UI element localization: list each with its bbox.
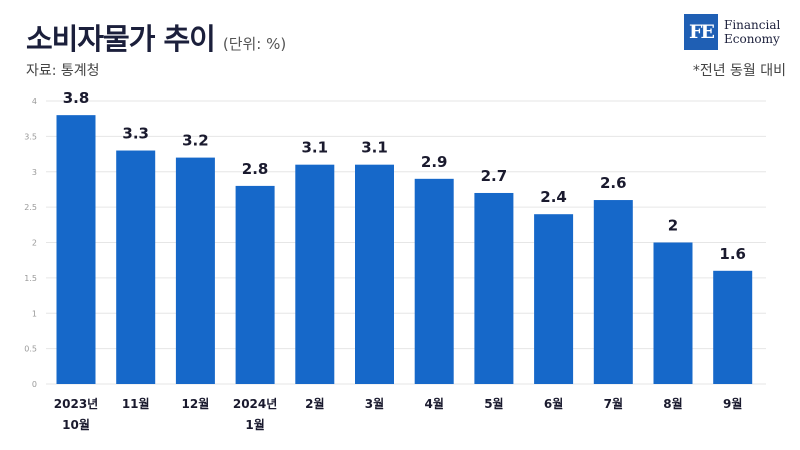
bar [534,214,574,384]
bar [355,164,394,384]
title-row: 소비자물가 추이 (단위: %) [26,16,286,58]
x-tick-label: 2024년 [233,397,277,411]
data-label: 2 [668,217,678,235]
y-tick-label: 2.5 [24,203,37,212]
y-tick-label: 4 [32,97,37,106]
y-tick-label: 1.5 [24,274,37,283]
data-label: 3.1 [361,139,388,157]
x-tick-label: 3월 [365,396,384,411]
unit-label: (단위: %) [222,35,287,53]
publisher-logo: FE Financial Economy [684,14,780,50]
y-tick-label: 3 [32,168,37,177]
data-label: 3.1 [302,139,329,157]
bar [414,178,454,384]
y-tick-label: 0 [32,380,37,389]
y-tick-label: 1 [32,309,37,318]
data-label: 2.7 [481,167,508,185]
y-tick-label: 0.5 [24,345,37,354]
x-tick-label: 6월 [544,396,563,411]
bar [593,200,633,384]
logo-line-2: Economy [724,32,780,46]
data-label: 3.8 [63,89,90,107]
logo-text: Financial Economy [724,18,780,46]
x-tick-label: 12월 [182,396,210,411]
fe-logo-icon: FE [684,14,718,50]
bar [235,185,275,384]
bar [713,270,753,384]
x-tick-label: 10월 [62,417,90,432]
bar [474,192,514,384]
source-label: 자료: 통계청 [26,63,100,79]
y-tick-label: 3.5 [24,132,37,141]
data-label: 2.6 [600,174,627,192]
data-label: 3.2 [182,132,209,150]
x-tick-label: 9월 [723,396,742,411]
x-tick-label: 1월 [245,417,264,432]
x-tick-label: 11월 [122,396,150,411]
bar [116,150,156,384]
x-tick-label: 8월 [663,396,682,411]
data-label: 1.6 [719,245,746,263]
data-label: 3.3 [122,125,149,143]
bar [295,164,335,384]
y-tick-label: 2 [32,239,37,248]
chart-title: 소비자물가 추이 [26,22,216,56]
x-tick-label: 5월 [484,396,503,411]
data-label: 2.8 [242,160,269,178]
note-label: *전년 동월 대비 [692,63,786,79]
bar [653,242,693,384]
data-label: 2.9 [421,153,448,171]
x-tick-label: 2023년 [54,397,98,411]
bar [175,157,215,384]
data-label: 2.4 [540,188,567,206]
x-tick-label: 4월 [425,396,444,411]
x-tick-label: 7월 [604,396,623,411]
logo-line-1: Financial [724,18,781,32]
x-tick-label: 2월 [305,396,324,411]
bar [56,115,96,385]
